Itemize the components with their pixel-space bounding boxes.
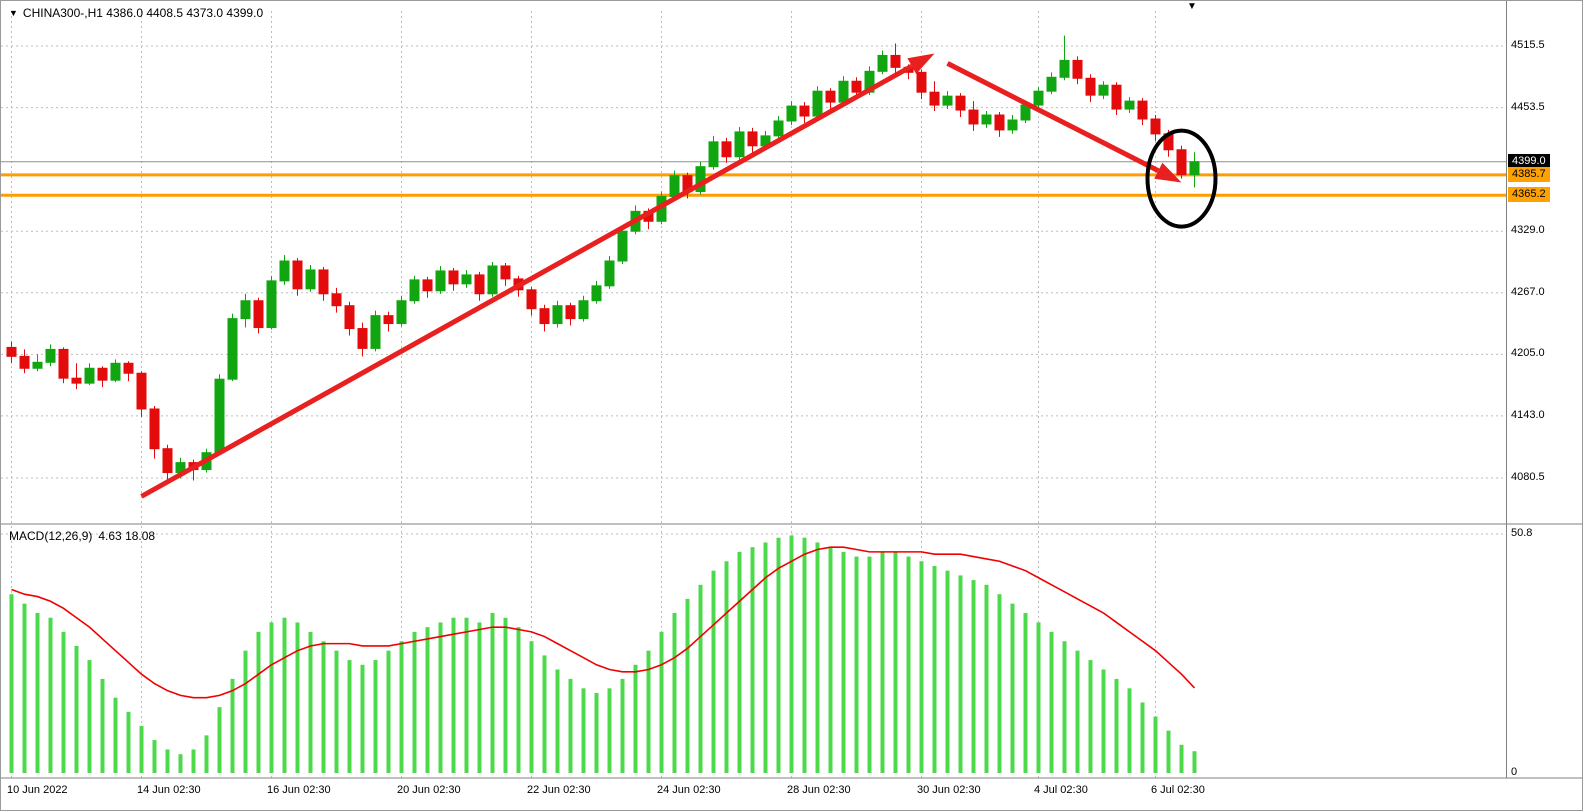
price-axis-label: 4329.0 <box>1511 224 1545 237</box>
macd-values: 4.63 18.08 <box>98 529 156 543</box>
price-axis-label: 4143.0 <box>1511 408 1545 421</box>
price-axis-label: 4453.5 <box>1511 100 1545 113</box>
time-axis-label: 28 Jun 02:30 <box>787 784 851 796</box>
highlight-ellipse[interactable] <box>1145 128 1218 229</box>
time-axis-label: 24 Jun 02:30 <box>657 784 721 796</box>
time-axis-label: 20 Jun 02:30 <box>397 784 461 796</box>
macd-name: MACD(12,26,9) <box>9 529 93 543</box>
panel-separators <box>1 1 1582 779</box>
trend-arrow-up[interactable] <box>140 53 935 499</box>
symbol-label: CHINA300-,H1 <box>22 6 103 20</box>
grid-layer <box>1 11 1506 778</box>
chart-shift-marker-icon[interactable]: ▼ <box>1187 1 1197 12</box>
current-price-tag: 4399.0 <box>1508 153 1550 169</box>
macd-indicator-label: MACD(12,26,9) 4.63 18.08 <box>9 529 155 543</box>
time-axis-label: 16 Jun 02:30 <box>267 784 331 796</box>
macd-axis-label: 0 <box>1511 766 1518 778</box>
price-axis-label: 4515.5 <box>1511 39 1545 51</box>
time-axis-label: 30 Jun 02:30 <box>917 784 981 796</box>
dropdown-icon[interactable]: ▼ <box>9 8 18 18</box>
chart-title: ▼ CHINA300-,H1 4386.0 4408.5 4373.0 4399.… <box>9 6 263 20</box>
hline-price-tag-1: 4385.7 <box>1508 166 1550 182</box>
trend-arrow-down[interactable] <box>946 61 1182 183</box>
macd-axis-label: 50.8 <box>1511 526 1533 539</box>
macd-histogram <box>9 535 1197 773</box>
time-axis-label: 6 Jul 02:30 <box>1151 784 1205 796</box>
time-axis-label: 4 Jul 02:30 <box>1034 784 1088 796</box>
time-axis-label: 22 Jun 02:30 <box>527 784 591 796</box>
price-axis-label: 4080.5 <box>1511 471 1545 483</box>
time-axis-label: 10 Jun 2022 <box>7 784 68 796</box>
ohlc-quote: 4386.0 4408.5 4373.0 4399.0 <box>106 6 264 20</box>
price-axis[interactable]: 4515.5 4453.5 4329.0 4267.0 4205.0 4143.0 4080… <box>1511 1 1582 810</box>
price-axis-label: 4267.0 <box>1511 285 1545 298</box>
price-axis-label: 4205.0 <box>1511 347 1545 360</box>
macd-signal-line <box>11 546 1196 699</box>
hline-price-tag-2: 4365.2 <box>1508 187 1550 203</box>
time-axis-label: 14 Jun 02:30 <box>137 784 201 796</box>
